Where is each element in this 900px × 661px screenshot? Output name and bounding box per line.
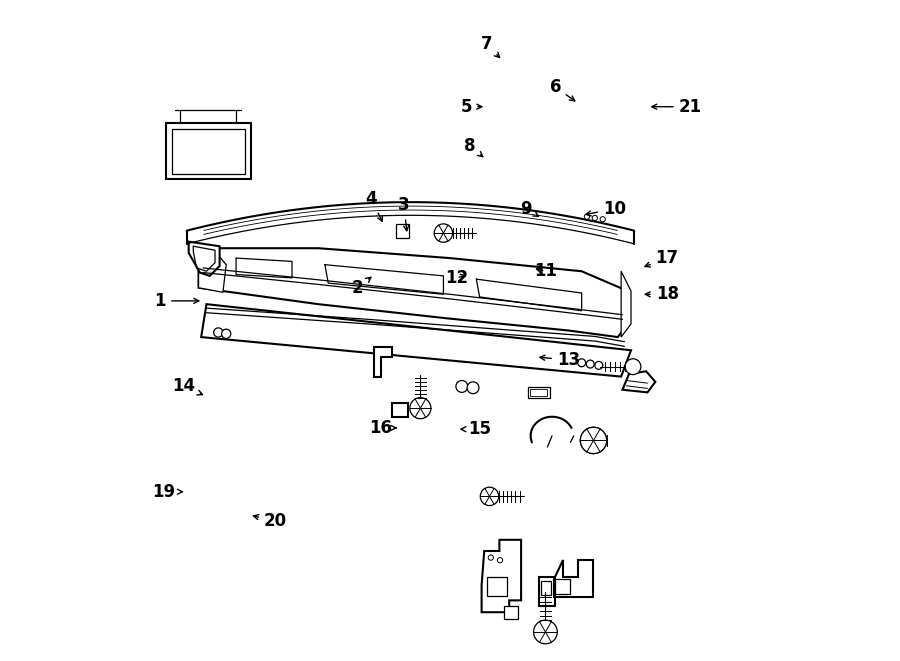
Text: 2: 2 (352, 277, 371, 297)
Text: 11: 11 (534, 262, 557, 280)
Text: 9: 9 (520, 200, 538, 217)
Polygon shape (539, 560, 593, 605)
Text: 21: 21 (652, 98, 702, 116)
Bar (487, 577, 507, 596)
Bar (172, 129, 245, 174)
Text: 13: 13 (540, 351, 580, 369)
Text: 15: 15 (461, 420, 491, 438)
Circle shape (213, 328, 223, 337)
Bar (527, 387, 550, 398)
Circle shape (534, 620, 557, 644)
Circle shape (434, 224, 453, 243)
Text: 6: 6 (550, 78, 575, 101)
Circle shape (410, 398, 431, 418)
Polygon shape (621, 271, 631, 337)
Circle shape (456, 381, 468, 393)
Text: 19: 19 (152, 483, 183, 501)
Bar (555, 579, 570, 594)
Polygon shape (623, 371, 655, 393)
Circle shape (595, 362, 603, 369)
Text: 10: 10 (586, 200, 626, 217)
Circle shape (586, 360, 594, 368)
Circle shape (600, 217, 606, 222)
Circle shape (578, 359, 586, 367)
Text: 1: 1 (155, 292, 199, 310)
Polygon shape (199, 253, 226, 292)
Text: 16: 16 (369, 419, 396, 437)
Circle shape (580, 427, 607, 453)
Bar (504, 605, 518, 619)
Bar (396, 224, 410, 239)
Circle shape (592, 215, 598, 221)
Bar (166, 123, 251, 179)
Text: 4: 4 (365, 190, 382, 221)
Text: 17: 17 (645, 249, 679, 267)
Bar (541, 580, 551, 595)
Text: 14: 14 (172, 377, 202, 395)
Polygon shape (374, 347, 392, 377)
Circle shape (498, 558, 503, 563)
Polygon shape (189, 242, 220, 276)
Text: 7: 7 (481, 35, 500, 58)
Polygon shape (202, 304, 631, 377)
Polygon shape (199, 249, 627, 337)
Circle shape (584, 214, 590, 219)
Text: 18: 18 (645, 286, 679, 303)
Circle shape (580, 427, 607, 453)
Text: 5: 5 (461, 98, 482, 116)
Text: 20: 20 (254, 512, 287, 530)
Bar (530, 389, 547, 396)
Polygon shape (482, 540, 521, 612)
Circle shape (481, 487, 499, 506)
Circle shape (467, 382, 479, 394)
Circle shape (626, 359, 641, 375)
Text: 8: 8 (464, 137, 482, 157)
Circle shape (488, 555, 493, 561)
Text: 3: 3 (398, 196, 410, 231)
Text: 12: 12 (445, 269, 468, 287)
Bar (392, 403, 408, 417)
Circle shape (221, 329, 230, 338)
